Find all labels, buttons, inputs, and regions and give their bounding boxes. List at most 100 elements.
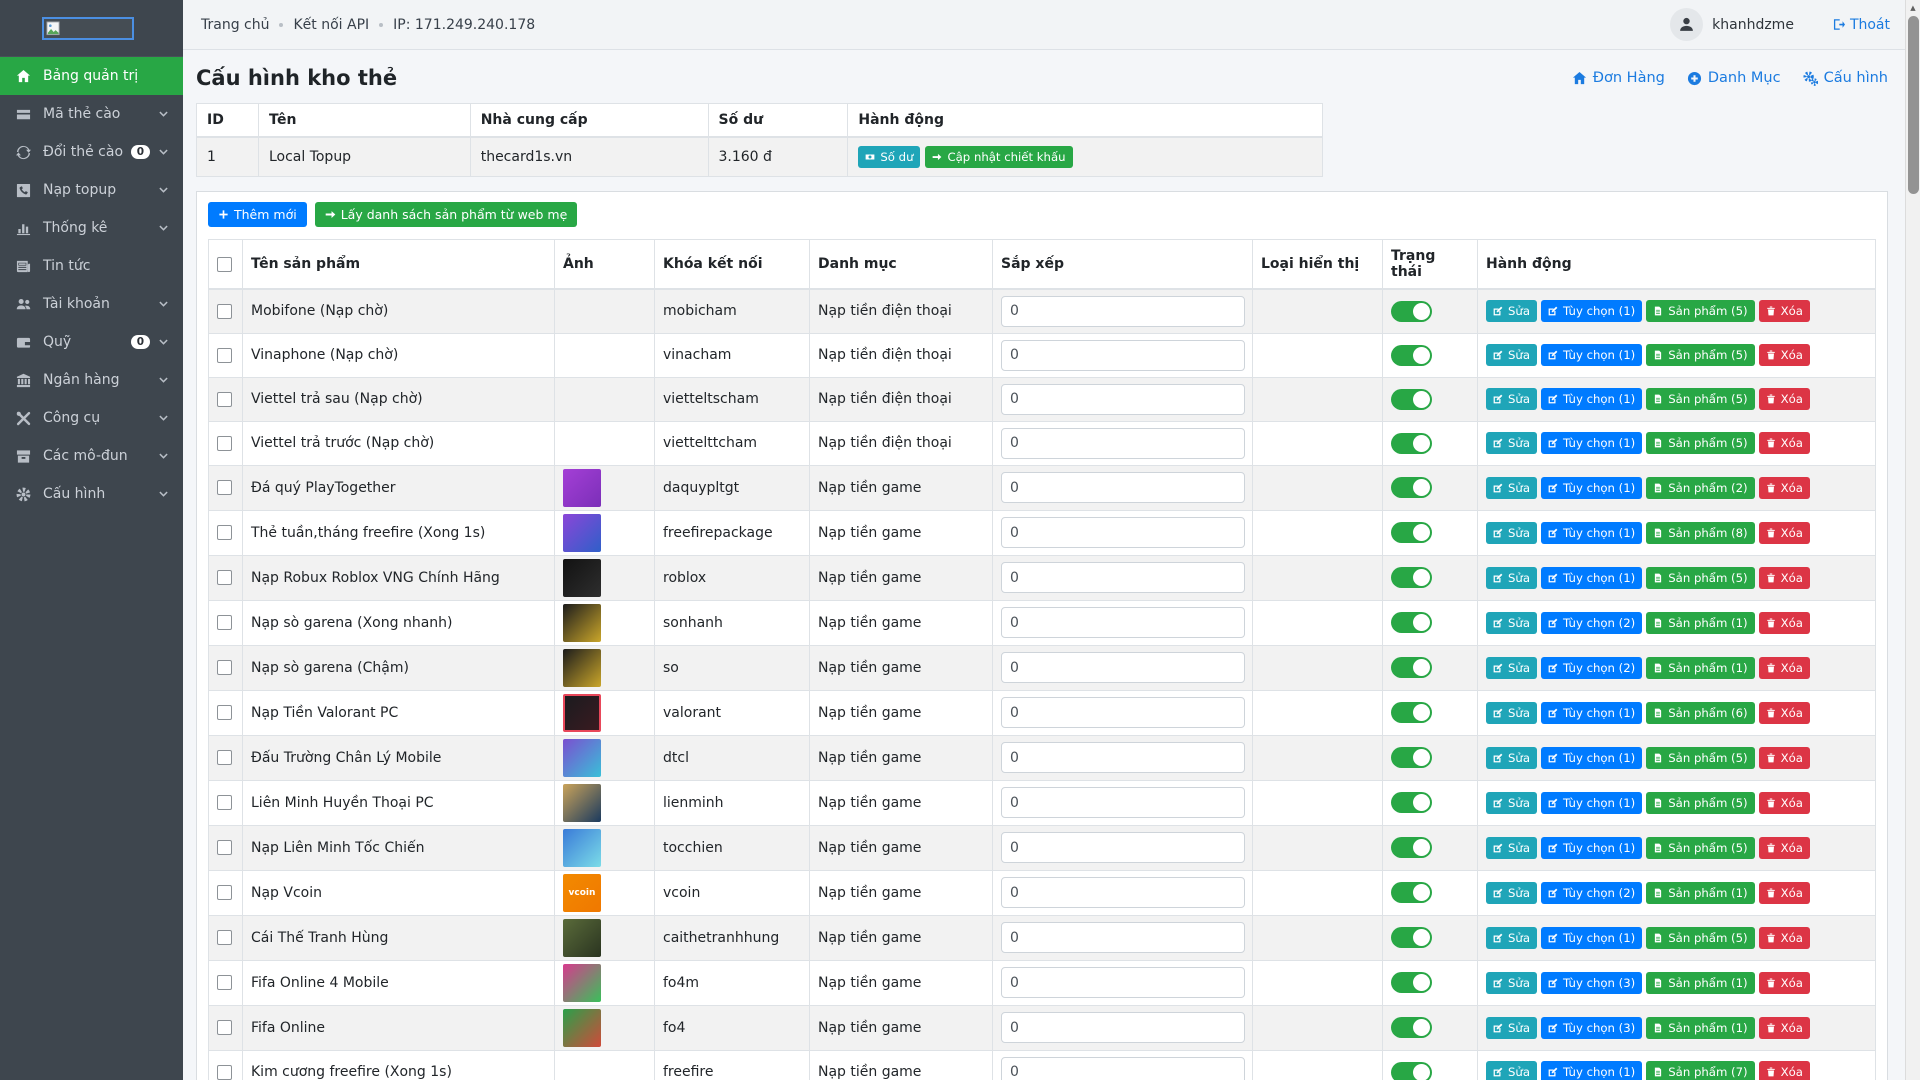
edit-button[interactable]: Sửa bbox=[1486, 300, 1537, 322]
delete-button[interactable]: Xóa bbox=[1759, 882, 1810, 904]
edit-button[interactable]: Sửa bbox=[1486, 567, 1537, 589]
options-button[interactable]: Tùy chọn (2) bbox=[1541, 657, 1642, 679]
edit-button[interactable]: Sửa bbox=[1486, 432, 1537, 454]
row-checkbox[interactable] bbox=[217, 615, 232, 630]
delete-button[interactable]: Xóa bbox=[1759, 792, 1810, 814]
delete-button[interactable]: Xóa bbox=[1759, 522, 1810, 544]
edit-button[interactable]: Sửa bbox=[1486, 1017, 1537, 1039]
sub-products-button[interactable]: Sản phẩm (1) bbox=[1646, 612, 1754, 634]
sort-input[interactable] bbox=[1001, 1057, 1245, 1080]
options-button[interactable]: Tùy chọn (2) bbox=[1541, 612, 1642, 634]
status-toggle[interactable] bbox=[1391, 522, 1432, 543]
sidebar-logo[interactable] bbox=[0, 0, 183, 57]
sort-input[interactable] bbox=[1001, 428, 1245, 459]
sort-input[interactable] bbox=[1001, 652, 1245, 683]
status-toggle[interactable] bbox=[1391, 612, 1432, 633]
edit-button[interactable]: Sửa bbox=[1486, 792, 1537, 814]
sub-products-button[interactable]: Sản phẩm (1) bbox=[1646, 972, 1754, 994]
options-button[interactable]: Tùy chọn (1) bbox=[1541, 927, 1642, 949]
vertical-scrollbar[interactable]: ▲ bbox=[1905, 0, 1920, 1080]
delete-button[interactable]: Xóa bbox=[1759, 927, 1810, 949]
sidebar-item-cac-mo-un[interactable]: Các mô-đun bbox=[0, 437, 183, 475]
sort-input[interactable] bbox=[1001, 697, 1245, 728]
sub-products-button[interactable]: Sản phẩm (5) bbox=[1646, 567, 1754, 589]
edit-button[interactable]: Sửa bbox=[1486, 927, 1537, 949]
categories-link[interactable]: Danh Mục bbox=[1687, 70, 1781, 86]
row-checkbox[interactable] bbox=[217, 480, 232, 495]
options-button[interactable]: Tùy chọn (1) bbox=[1541, 747, 1642, 769]
edit-button[interactable]: Sửa bbox=[1486, 702, 1537, 724]
sort-input[interactable] bbox=[1001, 607, 1245, 638]
sidebar-item-cong-cu[interactable]: Công cụ bbox=[0, 399, 183, 437]
options-button[interactable]: Tùy chọn (1) bbox=[1541, 388, 1642, 410]
sidebar-item-tai-khoan[interactable]: Tài khoản bbox=[0, 285, 183, 323]
sort-input[interactable] bbox=[1001, 742, 1245, 773]
status-toggle[interactable] bbox=[1391, 972, 1432, 993]
sub-products-button[interactable]: Sản phẩm (5) bbox=[1646, 300, 1754, 322]
sub-products-button[interactable]: Sản phẩm (1) bbox=[1646, 657, 1754, 679]
row-checkbox[interactable] bbox=[217, 570, 232, 585]
sort-input[interactable] bbox=[1001, 787, 1245, 818]
sidebar-item-quy[interactable]: Quỹ0 bbox=[0, 323, 183, 361]
update-discount-button[interactable]: Cập nhật chiết khấu bbox=[925, 146, 1072, 168]
sort-input[interactable] bbox=[1001, 340, 1245, 371]
delete-button[interactable]: Xóa bbox=[1759, 1061, 1810, 1080]
status-toggle[interactable] bbox=[1391, 433, 1432, 454]
sub-products-button[interactable]: Sản phẩm (5) bbox=[1646, 792, 1754, 814]
edit-button[interactable]: Sửa bbox=[1486, 388, 1537, 410]
status-toggle[interactable] bbox=[1391, 389, 1432, 410]
sort-input[interactable] bbox=[1001, 296, 1245, 327]
edit-button[interactable]: Sửa bbox=[1486, 972, 1537, 994]
options-button[interactable]: Tùy chọn (1) bbox=[1541, 477, 1642, 499]
sub-products-button[interactable]: Sản phẩm (8) bbox=[1646, 522, 1754, 544]
row-checkbox[interactable] bbox=[217, 1020, 232, 1035]
sub-products-button[interactable]: Sản phẩm (6) bbox=[1646, 702, 1754, 724]
edit-button[interactable]: Sửa bbox=[1486, 747, 1537, 769]
edit-button[interactable]: Sửa bbox=[1486, 1061, 1537, 1080]
sub-products-button[interactable]: Sản phẩm (5) bbox=[1646, 388, 1754, 410]
status-toggle[interactable] bbox=[1391, 657, 1432, 678]
sort-input[interactable] bbox=[1001, 877, 1245, 908]
sidebar-item-nap-topup[interactable]: Nạp topup bbox=[0, 171, 183, 209]
sort-input[interactable] bbox=[1001, 517, 1245, 548]
logout-button[interactable]: Thoát bbox=[1832, 17, 1890, 33]
sidebar-item-cau-hinh[interactable]: Cấu hình bbox=[0, 475, 183, 513]
options-button[interactable]: Tùy chọn (3) bbox=[1541, 1017, 1642, 1039]
sidebar-item-bang-quan-tri[interactable]: Bảng quản trị bbox=[0, 57, 183, 95]
row-checkbox[interactable] bbox=[217, 705, 232, 720]
sort-input[interactable] bbox=[1001, 922, 1245, 953]
row-checkbox[interactable] bbox=[217, 660, 232, 675]
add-new-button[interactable]: Thêm mới bbox=[208, 202, 307, 227]
sidebar-item-oi-the-cao[interactable]: Đổi thẻ cào0 bbox=[0, 133, 183, 171]
edit-button[interactable]: Sửa bbox=[1486, 882, 1537, 904]
sort-input[interactable] bbox=[1001, 967, 1245, 998]
status-toggle[interactable] bbox=[1391, 927, 1432, 948]
status-toggle[interactable] bbox=[1391, 747, 1432, 768]
row-checkbox[interactable] bbox=[217, 975, 232, 990]
delete-button[interactable]: Xóa bbox=[1759, 1017, 1810, 1039]
sub-products-button[interactable]: Sản phẩm (5) bbox=[1646, 837, 1754, 859]
delete-button[interactable]: Xóa bbox=[1759, 432, 1810, 454]
orders-link[interactable]: Đơn Hàng bbox=[1572, 70, 1665, 86]
row-checkbox[interactable] bbox=[217, 392, 232, 407]
edit-button[interactable]: Sửa bbox=[1486, 522, 1537, 544]
edit-button[interactable]: Sửa bbox=[1486, 657, 1537, 679]
status-toggle[interactable] bbox=[1391, 301, 1432, 322]
row-checkbox[interactable] bbox=[217, 348, 232, 363]
delete-button[interactable]: Xóa bbox=[1759, 657, 1810, 679]
scrollbar-up-arrow[interactable]: ▲ bbox=[1906, 0, 1920, 15]
options-button[interactable]: Tùy chọn (1) bbox=[1541, 344, 1642, 366]
row-checkbox[interactable] bbox=[217, 525, 232, 540]
sidebar-item-ma-the-cao[interactable]: Mã thẻ cào bbox=[0, 95, 183, 133]
status-toggle[interactable] bbox=[1391, 477, 1432, 498]
sort-input[interactable] bbox=[1001, 472, 1245, 503]
delete-button[interactable]: Xóa bbox=[1759, 567, 1810, 589]
avatar[interactable] bbox=[1670, 8, 1703, 41]
delete-button[interactable]: Xóa bbox=[1759, 344, 1810, 366]
edit-button[interactable]: Sửa bbox=[1486, 344, 1537, 366]
sub-products-button[interactable]: Sản phẩm (5) bbox=[1646, 432, 1754, 454]
delete-button[interactable]: Xóa bbox=[1759, 477, 1810, 499]
options-button[interactable]: Tùy chọn (1) bbox=[1541, 837, 1642, 859]
breadcrumb-home[interactable]: Trang chủ bbox=[201, 17, 269, 33]
options-button[interactable]: Tùy chọn (2) bbox=[1541, 882, 1642, 904]
